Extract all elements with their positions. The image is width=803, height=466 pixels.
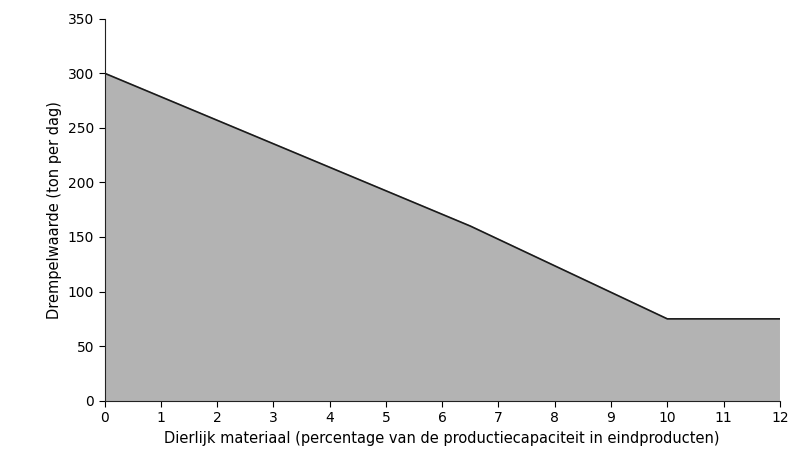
Polygon shape [104, 73, 779, 401]
Y-axis label: Drempelwaarde (ton per dag): Drempelwaarde (ton per dag) [47, 101, 62, 319]
X-axis label: Dierlijk materiaal (percentage van de productiecapaciteit in eindproducten): Dierlijk materiaal (percentage van de pr… [165, 431, 719, 446]
